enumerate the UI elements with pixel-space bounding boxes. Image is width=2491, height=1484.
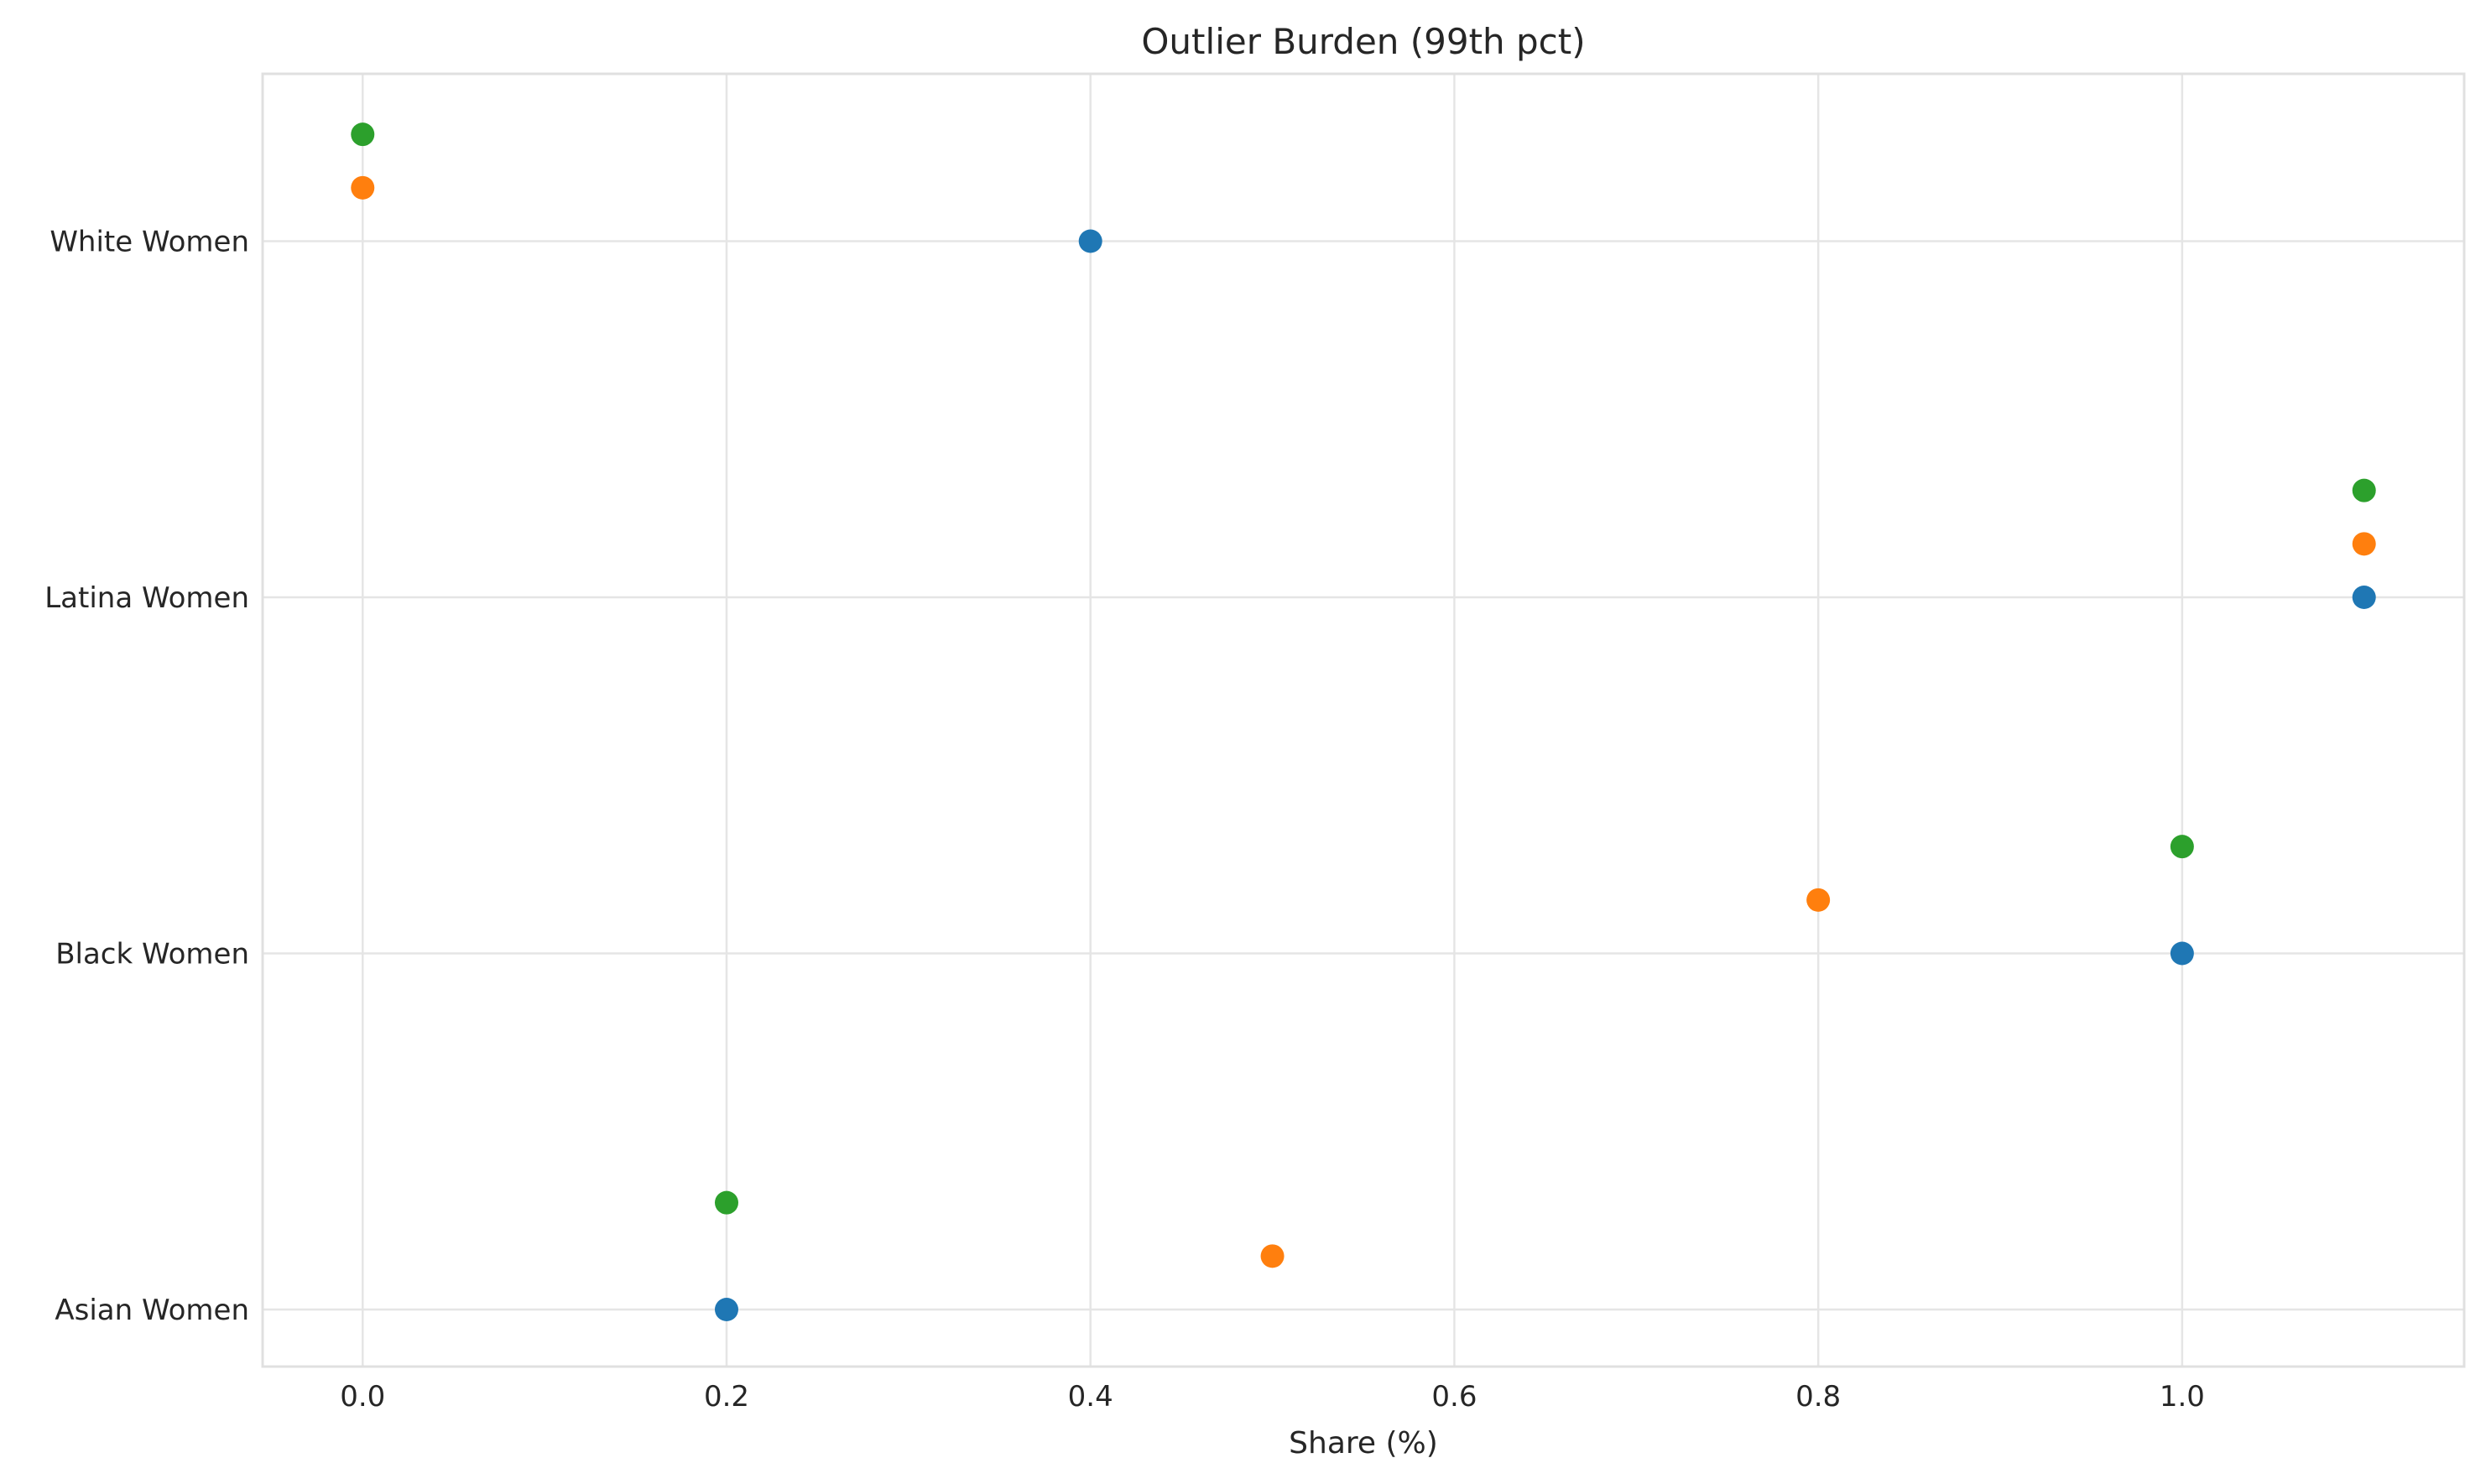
- data-point: [714, 1190, 738, 1215]
- plot-frame: [261, 72, 2466, 1368]
- y-tick-label: Latina Women: [44, 581, 249, 615]
- data-point: [714, 1298, 738, 1321]
- data-point: [1260, 1244, 1285, 1268]
- y-tick-label: Black Women: [55, 938, 249, 971]
- x-tick-label: 0.0: [340, 1380, 385, 1414]
- x-tick-label: 0.4: [1068, 1380, 1113, 1414]
- x-tick-label: 1.0: [2160, 1380, 2205, 1414]
- y-tick-label: White Women: [50, 226, 249, 259]
- data-point: [1078, 229, 1102, 253]
- data-point: [2170, 835, 2194, 859]
- y-tick-labels: Asian Women Black Women Latina Women White …: [44, 226, 249, 1328]
- x-tick-label: 0.6: [1431, 1380, 1477, 1414]
- data-point: [351, 122, 375, 147]
- x-axis-label: Share (%): [1289, 1426, 1438, 1461]
- x-tick-label: 0.2: [704, 1380, 749, 1414]
- x-tick-label: 0.8: [1795, 1380, 1841, 1414]
- data-point: [2170, 941, 2194, 966]
- data-point: [2352, 532, 2376, 556]
- data-point: [2352, 586, 2376, 609]
- y-tick-label: Asian Women: [55, 1294, 249, 1327]
- data-point: [351, 175, 375, 200]
- data-point: [1806, 888, 1831, 912]
- data-points: [351, 122, 2376, 1321]
- chart-title: Outlier Burden (99th pct): [1141, 21, 1585, 62]
- x-tick-labels: 0.0 0.2 0.4 0.6 0.8 1.0: [340, 1380, 2205, 1414]
- data-point: [2352, 478, 2376, 502]
- grid: [263, 74, 2464, 1367]
